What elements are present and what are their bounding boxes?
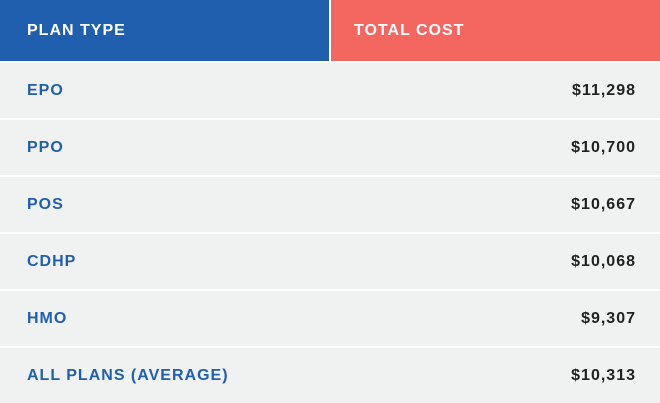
table-row: HMO $9,307 [0, 291, 660, 346]
column-header-plan-type: PLAN TYPE [0, 0, 329, 61]
total-cost-cell: $10,667 [571, 195, 636, 213]
plan-type-cell: POS [27, 195, 64, 213]
table-row: EPO $11,298 [0, 63, 660, 118]
total-cost-cell: $10,068 [571, 252, 636, 270]
total-cost-cell: $11,298 [572, 81, 636, 99]
plan-type-cell: HMO [27, 309, 68, 327]
table-header: PLAN TYPE TOTAL COST [0, 0, 660, 61]
table-row: ALL PLANS (AVERAGE) $10,313 [0, 348, 660, 403]
column-header-total-cost: TOTAL COST [331, 0, 660, 61]
table-row: CDHP $10,068 [0, 234, 660, 289]
table-row: PPO $10,700 [0, 120, 660, 175]
plan-type-cell: CDHP [27, 252, 77, 270]
plan-type-cell: EPO [27, 81, 64, 99]
total-cost-cell: $10,700 [571, 138, 636, 156]
table-row: POS $10,667 [0, 177, 660, 232]
plan-type-cell: PPO [27, 138, 64, 156]
total-cost-cell: $9,307 [581, 309, 636, 327]
plan-type-cell: ALL PLANS (AVERAGE) [27, 366, 229, 384]
total-cost-cell: $10,313 [571, 366, 636, 384]
